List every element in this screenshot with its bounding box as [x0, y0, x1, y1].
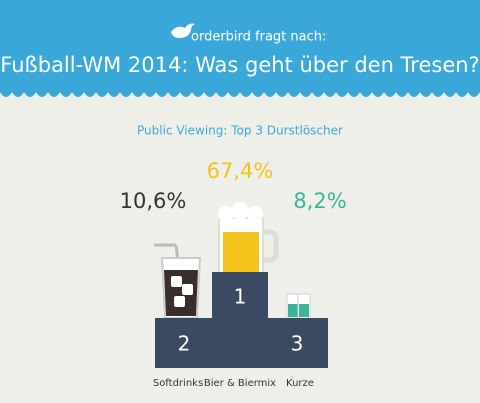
title: Fußball-WM 2014: Was geht über den Trese…: [0, 53, 479, 77]
rank: 3: [291, 332, 304, 356]
rank: 2: [178, 332, 191, 356]
category-label: Bier & Biermix: [204, 378, 276, 389]
value-label: 10,6%: [120, 189, 187, 213]
brand: orderbird fragt nach:: [191, 30, 326, 45]
podium: [155, 272, 328, 368]
category-label: Softdrinks: [153, 378, 203, 389]
header-background: [0, 0, 480, 97]
softdrink-icon: [154, 243, 202, 319]
subtitle: Public Viewing: Top 3 Durstlöscher: [137, 124, 343, 138]
rank: 1: [234, 285, 247, 309]
beer-icon: [218, 202, 279, 275]
bird-logo: [171, 23, 195, 38]
category-label: Kurze: [286, 378, 314, 389]
value-label: 67,4%: [207, 159, 274, 183]
shot-icon: [286, 293, 311, 319]
value-label: 8,2%: [293, 189, 346, 213]
